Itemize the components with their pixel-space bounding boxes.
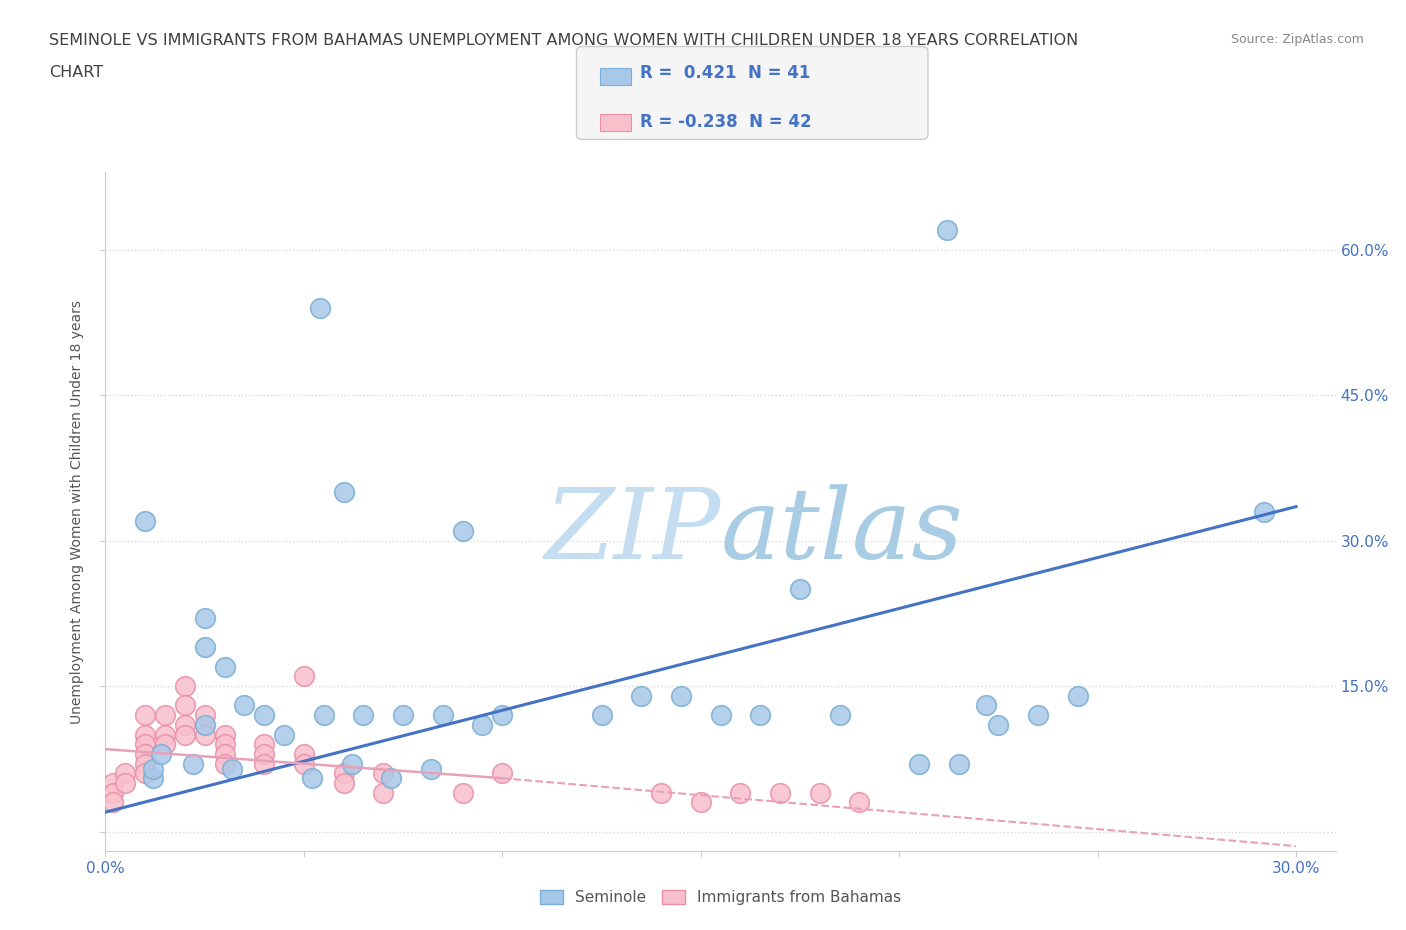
Point — [253, 737, 276, 751]
Point — [114, 766, 136, 781]
Point — [134, 737, 156, 751]
Point — [650, 785, 672, 800]
Point — [392, 708, 415, 723]
Point — [173, 679, 195, 694]
Point — [432, 708, 454, 723]
Point — [301, 771, 323, 786]
Point — [669, 688, 692, 703]
Point — [194, 717, 217, 732]
Point — [134, 513, 156, 528]
Point — [935, 223, 957, 238]
Text: CHART: CHART — [49, 65, 103, 80]
Point — [352, 708, 374, 723]
Point — [380, 771, 402, 786]
Point — [848, 795, 870, 810]
Point — [153, 737, 176, 751]
Point — [153, 708, 176, 723]
Point — [332, 485, 354, 499]
Point — [134, 727, 156, 742]
Point — [630, 688, 652, 703]
Point — [419, 761, 441, 776]
Point — [808, 785, 831, 800]
Point — [710, 708, 733, 723]
Point — [114, 776, 136, 790]
Point — [730, 785, 752, 800]
Point — [173, 727, 195, 742]
Point — [332, 766, 354, 781]
Point — [689, 795, 711, 810]
Point — [471, 717, 494, 732]
Point — [134, 756, 156, 771]
Point — [214, 737, 236, 751]
Point — [181, 756, 204, 771]
Point — [769, 785, 792, 800]
Point — [253, 708, 276, 723]
Point — [214, 756, 236, 771]
Point — [828, 708, 851, 723]
Point — [1067, 688, 1090, 703]
Point — [142, 761, 165, 776]
Point — [948, 756, 970, 771]
Text: R = -0.238  N = 42: R = -0.238 N = 42 — [640, 113, 811, 131]
Point — [173, 717, 195, 732]
Point — [103, 795, 125, 810]
Point — [153, 727, 176, 742]
Point — [292, 756, 315, 771]
Point — [233, 698, 256, 713]
Point — [173, 698, 195, 713]
Point — [194, 640, 217, 655]
Point — [1253, 504, 1275, 519]
Point — [451, 524, 474, 538]
Point — [373, 766, 395, 781]
Text: Source: ZipAtlas.com: Source: ZipAtlas.com — [1230, 33, 1364, 46]
Point — [103, 776, 125, 790]
Point — [451, 785, 474, 800]
Point — [134, 766, 156, 781]
Point — [194, 708, 217, 723]
Point — [103, 785, 125, 800]
Point — [150, 747, 173, 762]
Point — [214, 727, 236, 742]
Point — [976, 698, 998, 713]
Point — [253, 747, 276, 762]
Point — [789, 581, 811, 596]
Point — [373, 785, 395, 800]
Text: ZIP: ZIP — [544, 485, 721, 579]
Point — [332, 776, 354, 790]
Point — [308, 300, 330, 315]
Point — [194, 611, 217, 626]
Point — [312, 708, 335, 723]
Point — [134, 708, 156, 723]
Legend: Seminole, Immigrants from Bahamas: Seminole, Immigrants from Bahamas — [534, 884, 907, 911]
Point — [987, 717, 1010, 732]
Point — [591, 708, 613, 723]
Point — [214, 747, 236, 762]
Point — [221, 761, 243, 776]
Text: SEMINOLE VS IMMIGRANTS FROM BAHAMAS UNEMPLOYMENT AMONG WOMEN WITH CHILDREN UNDER: SEMINOLE VS IMMIGRANTS FROM BAHAMAS UNEM… — [49, 33, 1078, 47]
Point — [1026, 708, 1049, 723]
Point — [292, 747, 315, 762]
Text: R =  0.421  N = 41: R = 0.421 N = 41 — [640, 64, 810, 83]
Text: atlas: atlas — [721, 485, 963, 579]
Point — [214, 659, 236, 674]
Point — [194, 727, 217, 742]
Point — [491, 708, 513, 723]
Point — [340, 756, 363, 771]
Point — [491, 766, 513, 781]
Point — [134, 747, 156, 762]
Y-axis label: Unemployment Among Women with Children Under 18 years: Unemployment Among Women with Children U… — [70, 299, 84, 724]
Point — [253, 756, 276, 771]
Point — [292, 669, 315, 684]
Point — [749, 708, 772, 723]
Point — [908, 756, 931, 771]
Point — [273, 727, 295, 742]
Point — [142, 771, 165, 786]
